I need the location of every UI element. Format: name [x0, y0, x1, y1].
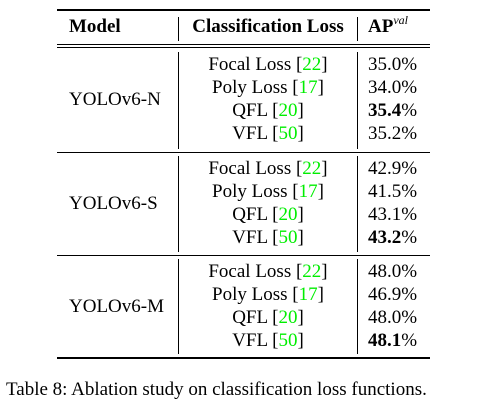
ap-value-cell: 41.5% [368, 181, 417, 203]
loss-cell: Focal Loss [22] [208, 261, 328, 282]
ap-value: 43.2 [368, 227, 402, 248]
top-rule [57, 9, 430, 11]
ap-value-cell: 48.0% [368, 261, 417, 283]
loss-name: VFL [232, 227, 268, 248]
bottom-rule [57, 357, 430, 359]
loss-name: Poly Loss [212, 77, 288, 98]
group-separator-rule [57, 255, 430, 256]
loss-cell: Poly Loss [17] [212, 77, 324, 98]
ap-value-cell: 46.9% [368, 284, 417, 306]
ap-value-cell: 48.1% [368, 330, 417, 352]
group-separator-rule [57, 152, 430, 153]
header-ap-superscript: val [393, 13, 408, 27]
header-ap-text: AP [368, 16, 394, 37]
model-name: YOLOv6-M [69, 296, 164, 317]
percent-sign: % [401, 100, 418, 121]
ap-value: 46.9% [368, 284, 418, 305]
citation-link[interactable]: 20 [278, 100, 298, 121]
ap-value-cell: 43.2% [368, 227, 417, 249]
loss-cell: QFL [20] [232, 204, 304, 225]
group-divider-left [178, 52, 179, 149]
ap-value-cell: 43.1% [368, 204, 417, 226]
citation-link[interactable]: 50 [278, 330, 298, 351]
loss-cell: VFL [50] [232, 227, 304, 248]
header-ap: APval [368, 13, 408, 38]
loss-name: QFL [232, 307, 268, 328]
loss-name: Focal Loss [208, 54, 292, 75]
percent-sign: % [401, 330, 418, 351]
citation-link[interactable]: 20 [278, 307, 298, 328]
loss-cell: VFL [50] [232, 330, 304, 351]
ap-value: 41.5% [368, 181, 418, 202]
ap-value: 42.9% [368, 158, 418, 179]
loss-name: QFL [232, 204, 268, 225]
group-divider-right [357, 156, 358, 252]
ap-value-cell: 48.0% [368, 307, 417, 329]
loss-cell: Poly Loss [17] [212, 181, 324, 202]
ap-value: 35.2% [368, 123, 418, 144]
ap-value-cell: 42.9% [368, 158, 417, 180]
loss-name: VFL [232, 123, 268, 144]
ap-value: 48.0% [368, 307, 418, 328]
loss-name: Focal Loss [208, 261, 292, 282]
loss-name: Focal Loss [208, 158, 292, 179]
ap-value-cell: 35.0% [368, 54, 417, 76]
loss-cell: Poly Loss [17] [212, 284, 324, 305]
header-divider-left [178, 17, 179, 41]
loss-name: QFL [232, 100, 268, 121]
group-divider-right [357, 259, 358, 354]
group-divider-left [178, 156, 179, 252]
citation-link[interactable]: 20 [278, 204, 298, 225]
header-classification-loss: Classification Loss [192, 16, 344, 37]
table-caption: Table 8: Ablation study on classificatio… [6, 379, 427, 400]
loss-name: Poly Loss [212, 284, 288, 305]
ap-value-cell: 35.4% [368, 100, 417, 122]
header-model: Model [69, 16, 121, 37]
header-double-rule-top [57, 44, 430, 45]
citation-link[interactable]: 17 [298, 181, 318, 202]
loss-name: VFL [232, 330, 268, 351]
group-divider-left [178, 259, 179, 354]
ap-value: 48.1 [368, 330, 402, 351]
citation-link[interactable]: 22 [302, 158, 322, 179]
loss-cell: QFL [20] [232, 307, 304, 328]
model-name: YOLOv6-S [69, 193, 158, 214]
header-double-rule-bottom [57, 47, 430, 48]
citation-link[interactable]: 17 [298, 77, 318, 98]
loss-name: Poly Loss [212, 181, 288, 202]
percent-sign: % [401, 227, 418, 248]
ap-value: 34.0% [368, 77, 418, 98]
loss-cell: QFL [20] [232, 100, 304, 121]
ap-value-cell: 34.0% [368, 77, 417, 99]
loss-cell: VFL [50] [232, 123, 304, 144]
citation-link[interactable]: 50 [278, 227, 298, 248]
ap-value: 43.1% [368, 204, 418, 225]
citation-link[interactable]: 22 [302, 54, 322, 75]
citation-link[interactable]: 22 [302, 261, 322, 282]
ap-value-cell: 35.2% [368, 123, 417, 145]
model-name: YOLOv6-N [69, 89, 161, 110]
header-divider-right [357, 17, 358, 41]
citation-link[interactable]: 17 [298, 284, 318, 305]
ap-value: 35.0% [368, 54, 418, 75]
loss-cell: Focal Loss [22] [208, 54, 328, 75]
loss-cell: Focal Loss [22] [208, 158, 328, 179]
group-divider-right [357, 52, 358, 149]
ap-value: 48.0% [368, 261, 418, 282]
citation-link[interactable]: 50 [278, 123, 298, 144]
ap-value: 35.4 [368, 100, 402, 121]
